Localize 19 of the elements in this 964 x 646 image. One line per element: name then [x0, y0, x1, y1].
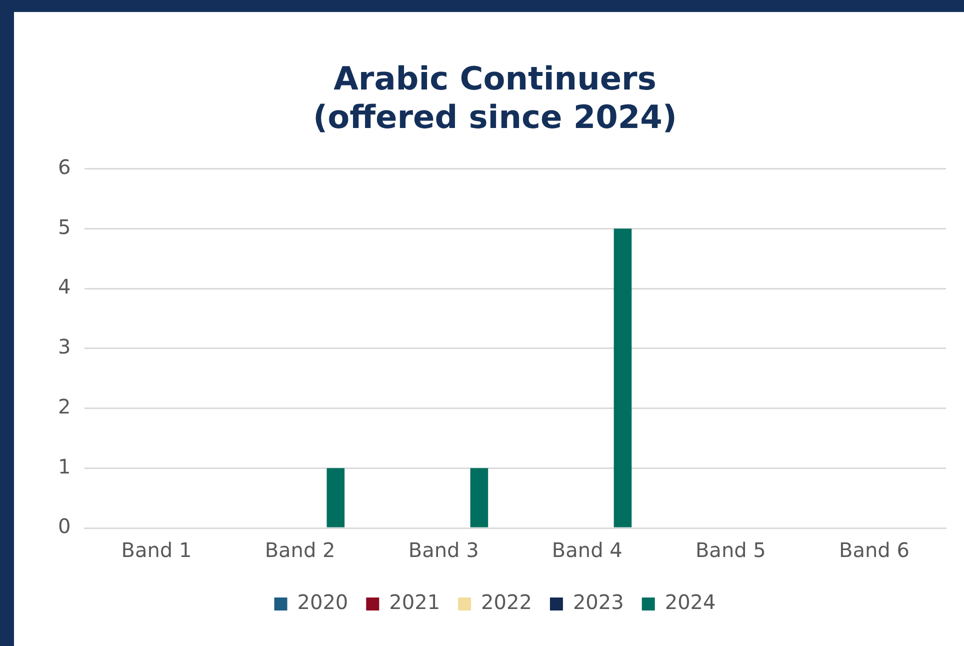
x-tick-label: Band 3 [408, 538, 479, 562]
y-tick-label: 3 [58, 334, 71, 359]
x-tick-label: Band 5 [695, 538, 766, 562]
chart-title: Arabic Continuers (offered since 2024) [312, 60, 678, 136]
x-tick-label: Band 2 [264, 538, 336, 562]
y-tick-label: 6 [58, 155, 71, 180]
y-tick-label: 2 [58, 394, 71, 418]
x-tick-label: Band 4 [552, 538, 622, 562]
y-tick-label: 4 [58, 274, 71, 299]
legend-label: 2021 [389, 590, 440, 614]
legend-label: 2022 [481, 590, 532, 614]
y-tick-label: 0 [58, 514, 71, 538]
legend-label: 2020 [297, 590, 348, 614]
x-tick-label: Band 6 [839, 538, 910, 562]
y-tick-label: 1 [58, 454, 71, 478]
x-tick-label: Band 1 [121, 538, 192, 562]
y-tick-label: 5 [58, 214, 71, 239]
legend-label: 2024 [664, 590, 716, 614]
legend-label: 2023 [572, 590, 624, 614]
